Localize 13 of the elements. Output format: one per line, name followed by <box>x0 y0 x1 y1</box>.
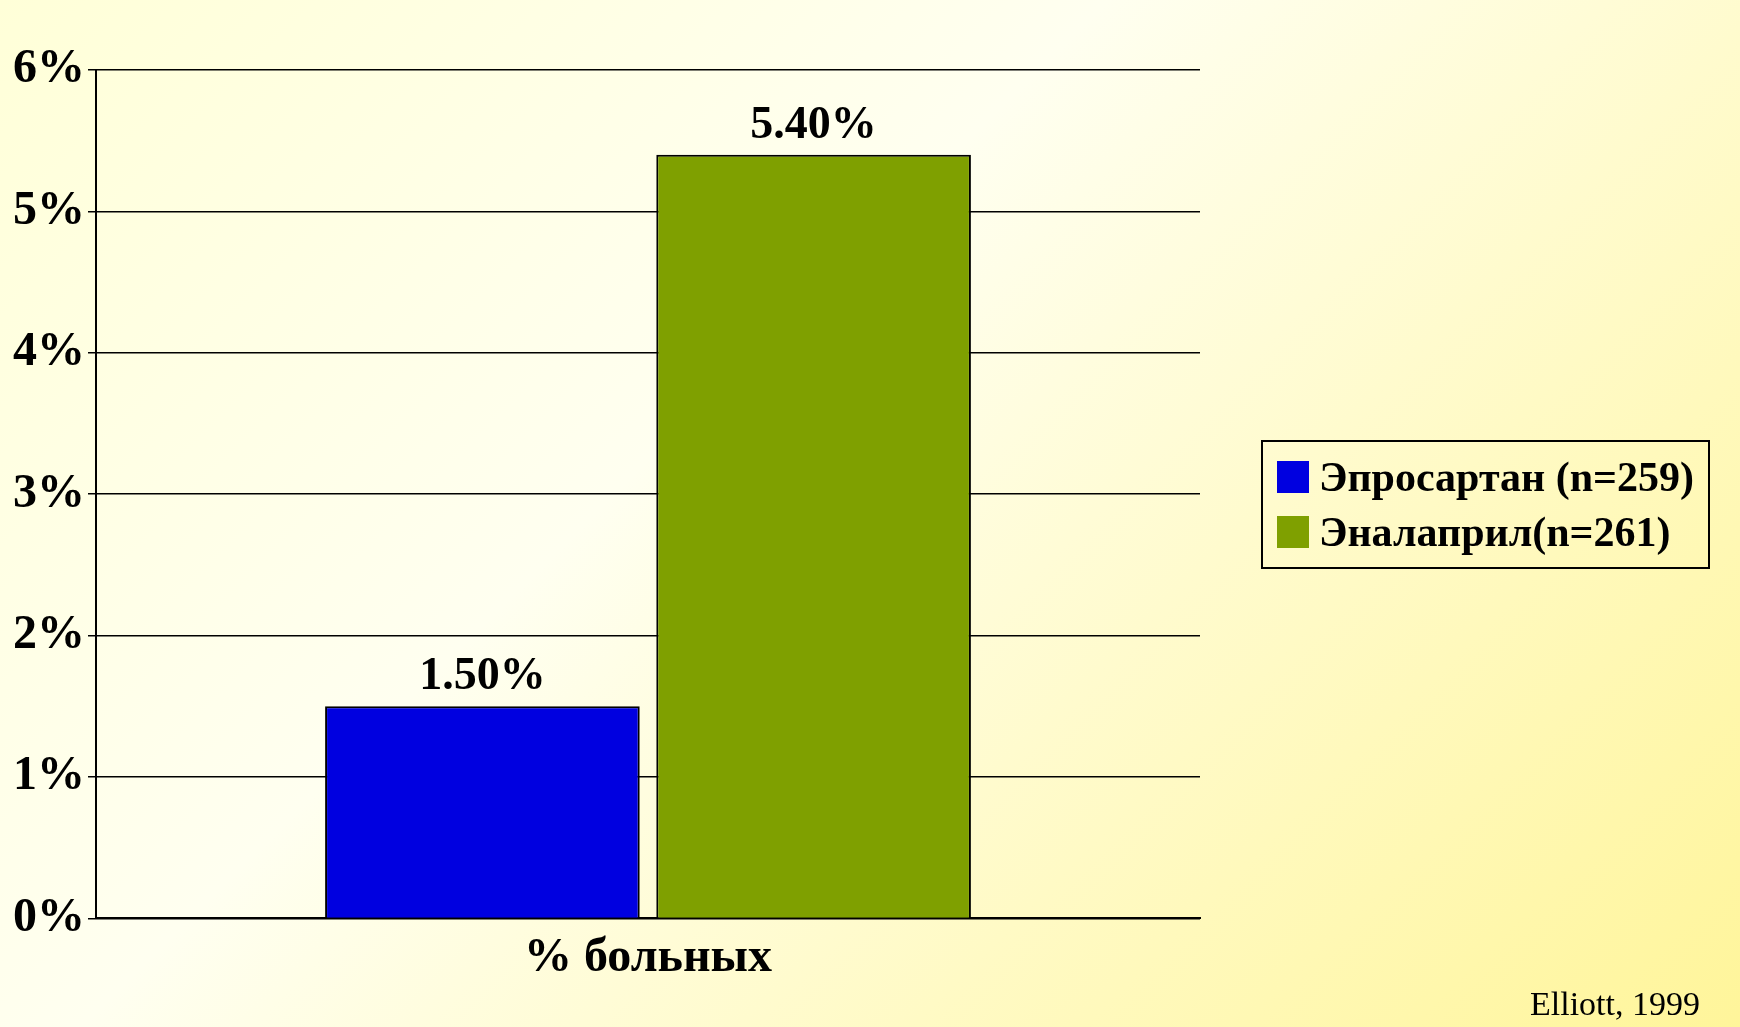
x-tick-label: % больных <box>523 927 773 981</box>
data-label: 5.40% <box>750 96 877 148</box>
y-tick-label: 2% <box>13 605 85 659</box>
y-tick-label: 0% <box>13 887 85 941</box>
y-tick-label: 6% <box>13 39 85 93</box>
legend-label: Эпросартан (n=259) <box>1318 453 1694 502</box>
text: Elliott, 1999 <box>1530 985 1700 1023</box>
y-tick-label: 5% <box>13 180 85 234</box>
data-label: 1.50% <box>419 648 546 700</box>
y-tick-label: 3% <box>13 463 85 517</box>
y-tick-label: 4% <box>13 322 85 376</box>
y-tick-label: 1% <box>13 746 85 800</box>
legend-label: Эналаприл(n=261) <box>1318 507 1671 557</box>
